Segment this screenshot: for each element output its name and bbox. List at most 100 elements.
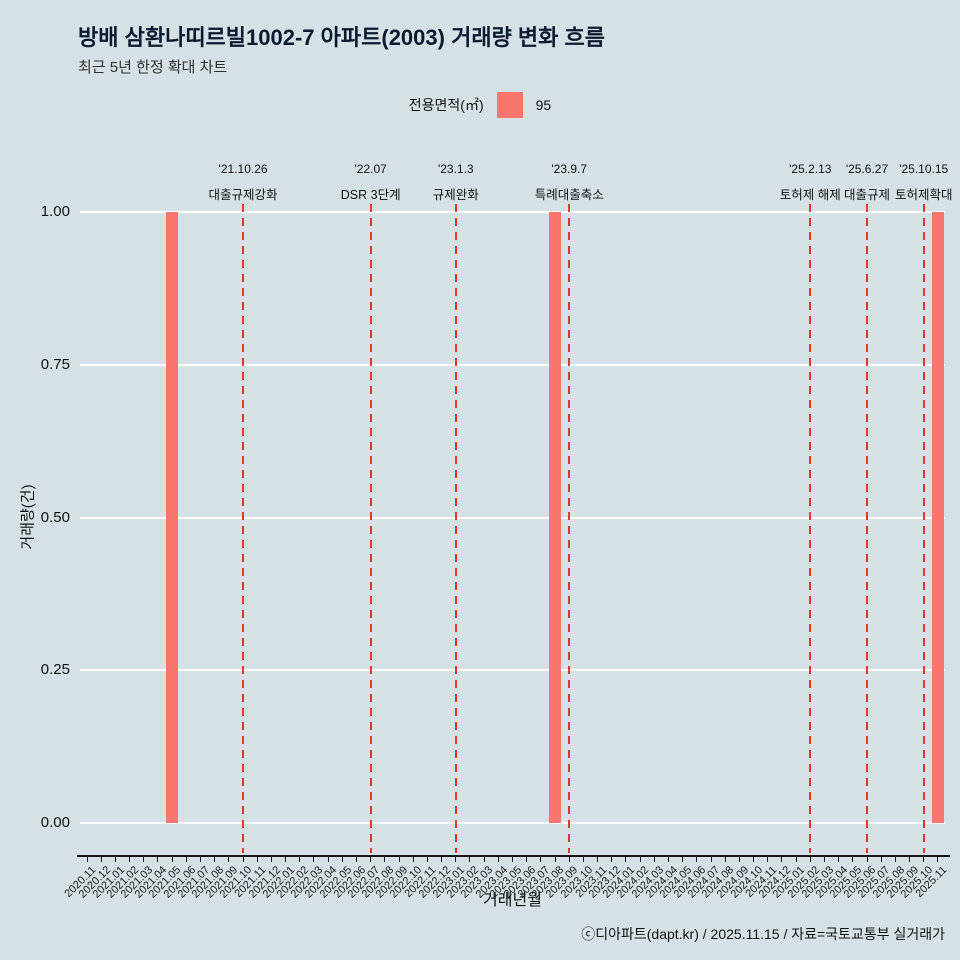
x-tick: [483, 857, 485, 862]
footer-credit: ⓒ디아파트(dapt.kr) / 2025.11.15 / 자료=국토교통부 실…: [581, 926, 945, 942]
x-tick: [185, 857, 187, 862]
x-tick: [710, 857, 712, 862]
y-tick-label: 1.00: [40, 203, 70, 220]
y-gridline: [80, 211, 945, 213]
x-tick: [200, 857, 202, 862]
x-tick: [597, 857, 599, 862]
x-tick: [114, 857, 116, 862]
x-tick: [299, 857, 301, 862]
x-tick: [625, 857, 627, 862]
x-axis-title: 거래년월: [483, 892, 542, 909]
bar: [166, 212, 179, 823]
x-tick: [639, 857, 641, 862]
event-date: '25.10.15: [899, 162, 949, 176]
x-tick: [455, 857, 457, 862]
page-title: 방배 삼환나띠르빌1002-7 아파트(2003) 거래량 변화 흐름: [78, 25, 605, 50]
event-date: '21.10.26: [218, 162, 268, 176]
event-label: 대출규제: [843, 188, 890, 202]
bar: [549, 212, 562, 823]
x-tick: [469, 857, 471, 862]
page-subtitle: 최근 5년 한정 확대 차트: [78, 59, 228, 76]
y-gridline: [80, 669, 945, 672]
y-tick-label: 0.75: [40, 355, 70, 373]
legend: 전용면적(㎡) 95: [0, 92, 960, 118]
x-tick: [866, 857, 868, 862]
event-line: [809, 204, 812, 853]
y-gridline: [80, 516, 945, 519]
x-tick: [285, 857, 287, 862]
x-tick: [384, 857, 386, 862]
x-tick: [809, 857, 811, 862]
x-tick: [554, 857, 556, 862]
y-gridline: [80, 363, 945, 366]
x-tick: [214, 857, 216, 862]
event-label: 규제완화: [432, 188, 479, 202]
event-line: [454, 204, 457, 853]
x-tick: [327, 857, 329, 862]
x-tick: [852, 857, 854, 862]
event-date: '25.2.13: [789, 162, 832, 176]
x-tick: [256, 857, 258, 862]
x-tick: [441, 857, 443, 862]
x-tick: [341, 857, 343, 862]
event-line: [242, 204, 245, 853]
x-tick: [823, 857, 825, 862]
x-tick: [540, 857, 542, 862]
x-tick: [512, 857, 513, 862]
x-tick: [611, 857, 613, 862]
event-line: [369, 204, 372, 853]
legend-swatch: [496, 92, 523, 118]
event-date: '25.6.27: [845, 162, 889, 176]
x-tick: [909, 857, 911, 862]
x-tick: [724, 857, 726, 862]
event-label: 대출규제강화: [208, 188, 278, 202]
x-tick: [795, 857, 797, 862]
event-line: [866, 204, 868, 853]
x-tick: [171, 857, 173, 862]
x-tick: [313, 857, 315, 862]
bar: [931, 212, 944, 823]
x-tick: [497, 857, 499, 862]
x-tick: [370, 857, 372, 862]
x-tick: [228, 857, 230, 862]
x-tick: [129, 857, 131, 862]
event-date: '22.07: [354, 162, 387, 176]
event-date: '23.9.7: [551, 162, 588, 176]
x-tick: [667, 857, 669, 862]
y-tick-label: 0.50: [40, 508, 70, 526]
legend-value: 95: [535, 97, 552, 113]
x-tick: [937, 857, 939, 862]
x-tick: [143, 857, 145, 862]
x-tick: [242, 857, 244, 862]
x-tick: [356, 857, 358, 862]
x-tick: [398, 857, 400, 862]
event-label: DSR 3단계: [340, 188, 401, 202]
x-tick: [100, 857, 102, 862]
x-tick: [923, 857, 925, 862]
event-line: [922, 204, 925, 853]
x-tick: [86, 857, 88, 862]
x-tick: [880, 857, 882, 862]
x-tick: [767, 857, 769, 862]
x-tick: [653, 857, 655, 862]
x-tick: [426, 857, 428, 862]
x-axis-line: [77, 855, 950, 857]
event-date: '23.1.3: [437, 162, 474, 176]
x-tick: [412, 857, 414, 862]
event-line: [568, 204, 571, 853]
x-tick: [682, 857, 684, 862]
y-gridline: [80, 822, 945, 824]
x-tick: [157, 857, 159, 862]
x-tick: [526, 857, 528, 862]
x-tick: [753, 857, 755, 862]
x-tick: [894, 857, 896, 862]
event-label: 토허제확대: [894, 188, 953, 202]
event-label: 특례대출축소: [534, 188, 604, 202]
x-tick: [270, 857, 272, 862]
x-tick: [568, 857, 570, 862]
y-tick-label: 0.00: [40, 814, 70, 831]
x-tick: [838, 857, 840, 862]
legend-label: 전용면적(㎡): [408, 97, 484, 113]
